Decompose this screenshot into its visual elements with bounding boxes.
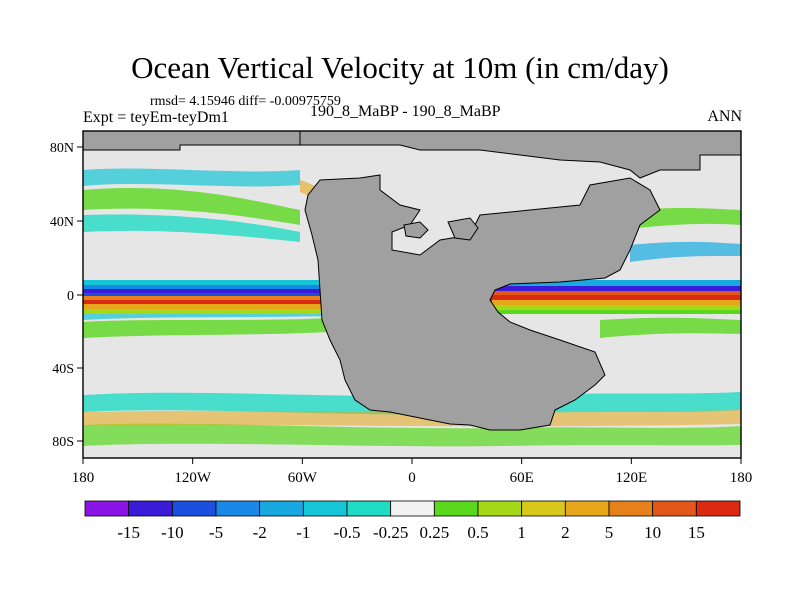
band-southern-ocean-c: [83, 410, 741, 427]
season-label: ANN: [707, 108, 742, 125]
experiment-label: Expt = teyEm-teyDm1: [83, 109, 229, 126]
stats-label: rmsd= 4.15946 diff= -0.00975759: [150, 94, 341, 109]
eq-east-2: [490, 286, 741, 291]
colorbar-label: 10: [644, 523, 661, 542]
colorbar-swatch: [390, 500, 435, 517]
lon-tick-label: 60W: [288, 470, 318, 486]
colorbar-swatch: [521, 500, 566, 517]
eq-west-6: [83, 300, 333, 304]
colorbar-swatch: [215, 500, 261, 517]
land-arctic-west: [83, 131, 301, 151]
colorbar-label: -0.25: [373, 523, 408, 542]
latitude-axis: 80N 40N 0 40S 80S: [50, 141, 83, 450]
band-east-pacific-b: [630, 241, 741, 262]
lon-tick-label: 60E: [510, 470, 534, 486]
band-south-pacific-a: [83, 318, 330, 338]
eq-west-8: [83, 309, 333, 314]
colorbar-swatch: [259, 500, 304, 517]
lon-tick-label: 0: [408, 470, 416, 486]
colorbar-label: -2: [253, 523, 267, 542]
colorbar-label: -15: [117, 523, 140, 542]
eq-east-6: [490, 305, 741, 310]
land-arctic-east: [299, 131, 741, 179]
land-masses: [83, 131, 741, 431]
land-main-supercontinent: [304, 174, 661, 431]
equatorial-stripes: [83, 280, 741, 314]
lon-tick-label: 180: [730, 470, 753, 486]
eq-west-2: [83, 285, 333, 289]
colorbar-label: 0.5: [467, 523, 488, 542]
eq-west-1: [83, 280, 333, 285]
colorbar-swatch: [433, 500, 479, 517]
eq-west-7: [83, 304, 333, 309]
eq-west-4: [83, 293, 333, 296]
colorbar: -15 -10 -5 -2 -1 -0.5 -0.25 0.25 0.5 1 2 5 10 15: [84, 500, 741, 542]
colorbar-label: 0.25: [419, 523, 449, 542]
colorbar-label: -1: [296, 523, 310, 542]
colorbar-swatch: [84, 500, 130, 517]
lat-tick-label: 0: [67, 289, 74, 304]
lat-tick-label: 80S: [52, 435, 74, 450]
band-north-subtropic: [83, 188, 300, 225]
colorbar-label: -5: [209, 523, 223, 542]
colorbar-label: 1: [517, 523, 526, 542]
colorbar-swatch: [302, 500, 348, 517]
land-inner-sea: [447, 217, 479, 241]
colorbar-label: 5: [605, 523, 614, 542]
eq-east-1: [490, 280, 741, 286]
band-north-cyan: [83, 168, 300, 187]
case-label: 190_8_MaBP - 190_8_MaBP: [310, 103, 501, 120]
colorbar-swatch: [171, 500, 217, 517]
eq-east-4: [490, 295, 741, 300]
band-south-indian: [600, 317, 741, 338]
colorbar-swatch: [608, 500, 654, 517]
colorbar-swatch: [128, 500, 173, 517]
colorbar-swatch: [346, 500, 392, 517]
lon-tick-label: 180: [72, 470, 95, 486]
eq-east-3: [490, 291, 741, 295]
eq-east-5: [490, 300, 741, 305]
plot-title: Ocean Vertical Velocity at 10m (in cm/da…: [131, 50, 669, 85]
eq-west-5: [83, 296, 333, 300]
land-small-island: [403, 221, 429, 239]
colorbar-swatch: [695, 500, 741, 517]
eq-west-3: [83, 289, 333, 293]
colorbar-label: 15: [688, 523, 705, 542]
lat-tick-label: 40S: [52, 362, 74, 377]
lat-tick-label: 40N: [50, 215, 74, 230]
colorbar-label: -10: [161, 523, 184, 542]
colorbar-label: 2: [561, 523, 570, 542]
longitude-axis: 180 120W 60W 0 60E 120E 180: [72, 458, 753, 486]
lat-tick-label: 80N: [50, 141, 74, 156]
band-southern-ocean-b: [83, 423, 741, 447]
colorbar-label: -0.5: [334, 523, 361, 542]
map-area: [82, 130, 742, 459]
colorbar-swatch: [477, 500, 523, 517]
lon-tick-label: 120W: [174, 470, 212, 486]
band-north-subtropic-2: [83, 214, 300, 242]
colorbar-swatch: [652, 500, 697, 517]
lon-tick-label: 120E: [615, 470, 647, 486]
colorbar-swatch: [564, 500, 610, 517]
eq-east-7: [490, 310, 741, 314]
